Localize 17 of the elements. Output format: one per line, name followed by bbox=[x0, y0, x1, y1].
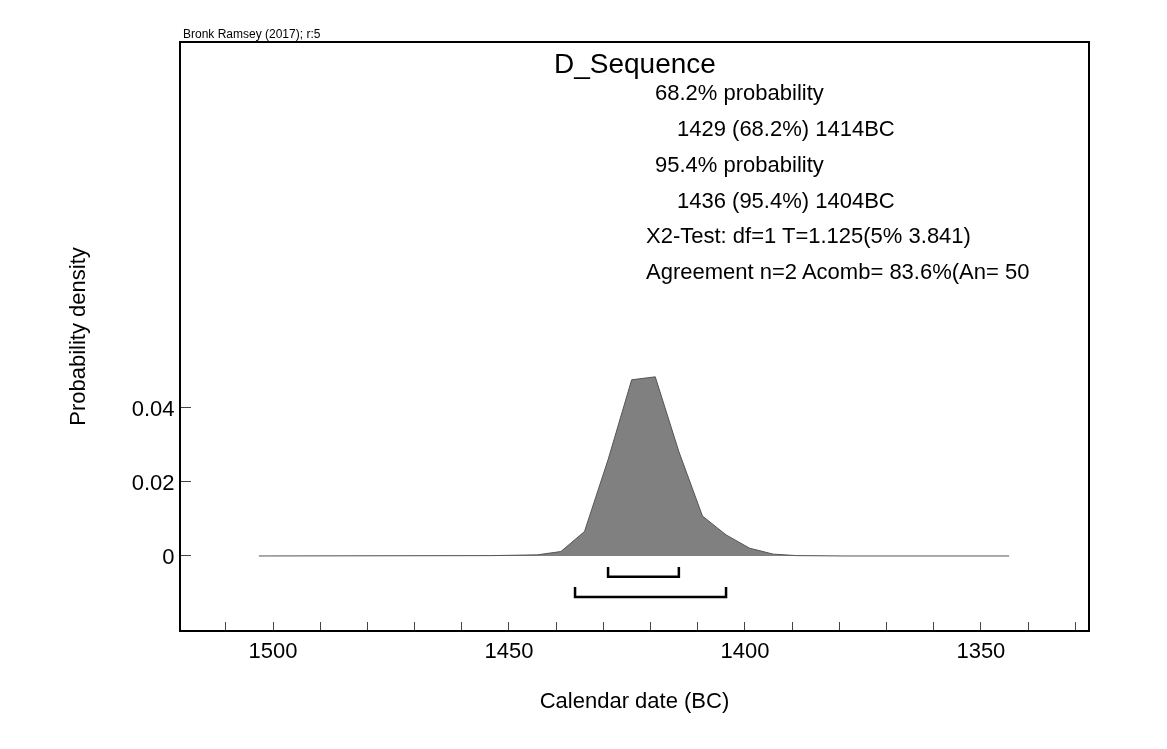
x-tick-label: 1350 bbox=[956, 638, 1006, 664]
chart-title: D_Sequence bbox=[554, 48, 716, 79]
annotation: 1429 (68.2%) 1414BC bbox=[677, 116, 895, 141]
x-tick-label: 1500 bbox=[248, 638, 298, 664]
x-tick-label: 1450 bbox=[484, 638, 534, 664]
annotation: Agreement n=2 Acomb= 83.6%(An= 50 bbox=[646, 259, 1030, 284]
annotation: 1436 (95.4%) 1404BC bbox=[677, 188, 895, 213]
text: Bronk Ramsey (2017); r:5 bbox=[183, 27, 321, 41]
y-tick-label: 0 bbox=[162, 543, 175, 569]
annotation: 68.2% probability bbox=[655, 80, 824, 105]
x-tick-label: 1400 bbox=[720, 638, 770, 664]
annotation: X2-Test: df=1 T=1.125(5% 3.841) bbox=[646, 223, 971, 248]
y-tick-label: 0.02 bbox=[131, 469, 175, 495]
y-axis-title: Probability density bbox=[65, 247, 91, 426]
x-axis-title: Calendar date (BC) bbox=[539, 687, 730, 713]
y-tick-label: 0.04 bbox=[131, 395, 175, 421]
annotation: 95.4% probability bbox=[655, 152, 824, 177]
